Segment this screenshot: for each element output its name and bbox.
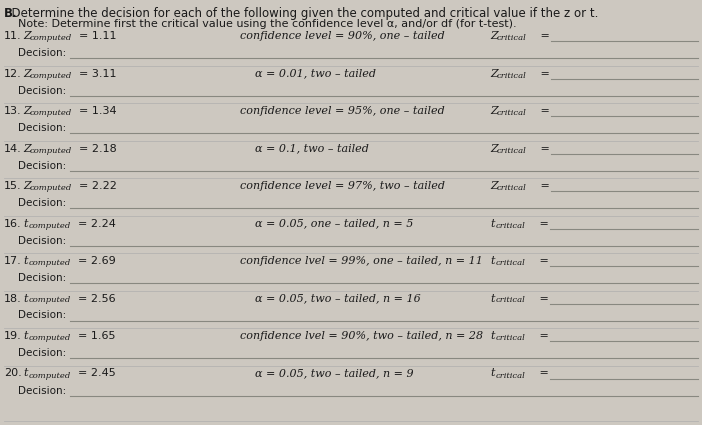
Text: confidence level = 90%, one – tailed: confidence level = 90%, one – tailed xyxy=(240,31,445,41)
Text: =: = xyxy=(537,144,550,153)
Text: t: t xyxy=(490,218,494,229)
Text: t: t xyxy=(23,218,27,229)
Text: computed: computed xyxy=(30,147,72,155)
Text: 12.: 12. xyxy=(4,68,22,79)
Text: = 2.56: = 2.56 xyxy=(78,294,116,303)
Text: 19.: 19. xyxy=(4,331,22,341)
Text: =: = xyxy=(537,31,550,41)
Text: confidence level = 95%, one – tailed: confidence level = 95%, one – tailed xyxy=(240,106,445,116)
Text: computed: computed xyxy=(29,297,71,304)
Text: 16.: 16. xyxy=(4,218,22,229)
Text: computed: computed xyxy=(29,334,71,342)
Text: computed: computed xyxy=(30,34,72,42)
Text: Z: Z xyxy=(490,31,498,41)
Text: t: t xyxy=(23,368,27,379)
Text: critical: critical xyxy=(497,34,526,42)
Text: computed: computed xyxy=(29,371,71,380)
Text: Z: Z xyxy=(23,31,31,41)
Text: α = 0.05, one – tailed, n = 5: α = 0.05, one – tailed, n = 5 xyxy=(255,218,413,229)
Text: = 2.22: = 2.22 xyxy=(79,181,117,191)
Text: = 2.18: = 2.18 xyxy=(79,144,117,153)
Text: computed: computed xyxy=(29,221,71,230)
Text: critical: critical xyxy=(496,297,526,304)
Text: t: t xyxy=(23,294,27,303)
Text: Decision:: Decision: xyxy=(18,161,66,170)
Text: Decision:: Decision: xyxy=(18,123,66,133)
Text: = 2.45: = 2.45 xyxy=(78,368,116,379)
Text: critical: critical xyxy=(497,109,526,117)
Text: t: t xyxy=(23,256,27,266)
Text: Decision:: Decision: xyxy=(18,235,66,246)
Text: = 1.11: = 1.11 xyxy=(79,31,117,41)
Text: =: = xyxy=(536,256,549,266)
Text: α = 0.05, two – tailed, n = 9: α = 0.05, two – tailed, n = 9 xyxy=(255,368,413,379)
Text: 13.: 13. xyxy=(4,106,22,116)
Text: computed: computed xyxy=(30,184,72,192)
Text: critical: critical xyxy=(497,184,526,192)
Text: α = 0.05, two – tailed, n = 16: α = 0.05, two – tailed, n = 16 xyxy=(255,294,420,303)
Text: 14.: 14. xyxy=(4,144,22,153)
Text: =: = xyxy=(537,106,550,116)
Text: computed: computed xyxy=(29,259,71,267)
Text: computed: computed xyxy=(30,71,72,79)
Text: confidence level = 97%, two – tailed: confidence level = 97%, two – tailed xyxy=(240,181,445,191)
Text: Determine the decision for each of the following given the computed and critical: Determine the decision for each of the f… xyxy=(4,7,598,20)
Text: Z: Z xyxy=(23,68,31,79)
Text: = 2.69: = 2.69 xyxy=(78,256,116,266)
Text: Decision:: Decision: xyxy=(18,348,66,358)
Text: critical: critical xyxy=(497,71,526,79)
Text: 17.: 17. xyxy=(4,256,22,266)
Text: Decision:: Decision: xyxy=(18,198,66,208)
Text: t: t xyxy=(490,368,494,379)
Text: 20.: 20. xyxy=(4,368,22,379)
Text: critical: critical xyxy=(497,147,526,155)
Text: 18.: 18. xyxy=(4,294,22,303)
Text: B.: B. xyxy=(4,7,18,20)
Text: =: = xyxy=(536,368,549,379)
Text: Z: Z xyxy=(490,181,498,191)
Text: t: t xyxy=(23,331,27,341)
Text: critical: critical xyxy=(496,221,526,230)
Text: = 2.24: = 2.24 xyxy=(78,218,116,229)
Text: t: t xyxy=(490,256,494,266)
Text: Decision:: Decision: xyxy=(18,85,66,96)
Text: 11.: 11. xyxy=(4,31,22,41)
Text: Decision:: Decision: xyxy=(18,48,66,58)
Text: Note: Determine first the critical value using the confidence level α, and/or df: Note: Determine first the critical value… xyxy=(4,19,517,29)
Text: Decision:: Decision: xyxy=(18,311,66,320)
Text: = 3.11: = 3.11 xyxy=(79,68,117,79)
Text: =: = xyxy=(536,218,549,229)
Text: α = 0.01, two – tailed: α = 0.01, two – tailed xyxy=(255,68,376,79)
Text: t: t xyxy=(490,294,494,303)
Text: =: = xyxy=(537,181,550,191)
Text: critical: critical xyxy=(496,371,526,380)
Text: =: = xyxy=(537,68,550,79)
Text: t: t xyxy=(490,331,494,341)
Text: =: = xyxy=(536,331,549,341)
Text: α = 0.1, two – tailed: α = 0.1, two – tailed xyxy=(255,144,369,153)
Text: critical: critical xyxy=(496,259,526,267)
Text: Z: Z xyxy=(490,68,498,79)
Text: Z: Z xyxy=(23,181,31,191)
Text: Z: Z xyxy=(490,144,498,153)
Text: Decision:: Decision: xyxy=(18,273,66,283)
Text: =: = xyxy=(536,294,549,303)
Text: confidence lvel = 90%, two – tailed, n = 28: confidence lvel = 90%, two – tailed, n =… xyxy=(240,331,483,341)
Text: = 1.34: = 1.34 xyxy=(79,106,117,116)
Text: = 1.65: = 1.65 xyxy=(78,331,116,341)
Text: Decision:: Decision: xyxy=(18,385,66,396)
Text: Z: Z xyxy=(23,106,31,116)
Text: confidence lvel = 99%, one – tailed, n = 11: confidence lvel = 99%, one – tailed, n =… xyxy=(240,256,483,266)
Text: 15.: 15. xyxy=(4,181,22,191)
Text: Z: Z xyxy=(23,144,31,153)
Text: computed: computed xyxy=(30,109,72,117)
Text: Z: Z xyxy=(490,106,498,116)
Text: critical: critical xyxy=(496,334,526,342)
